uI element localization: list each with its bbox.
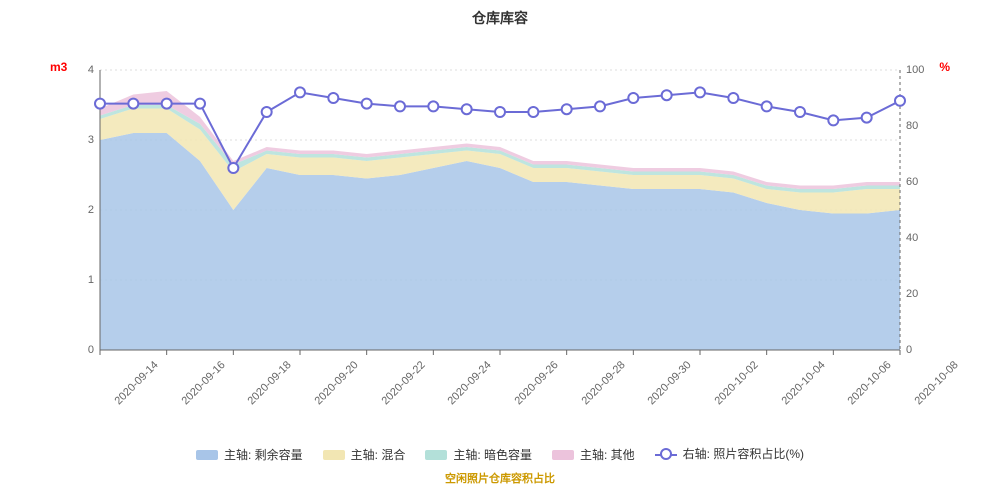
x-tick-label: 2020-09-30 (646, 359, 694, 407)
y-right-tick: 20 (906, 288, 918, 300)
legend-swatch (196, 450, 218, 460)
x-tick-label: 2020-10-06 (846, 359, 894, 407)
x-tick-label: 2020-09-24 (446, 359, 494, 407)
legend-line-swatch (655, 449, 677, 459)
legend-label: 主轴: 暗色容量 (453, 446, 532, 463)
legend-item[interactable]: 主轴: 混合 (323, 446, 406, 463)
x-tick-label: 2020-10-04 (779, 359, 827, 407)
legend-item[interactable]: 主轴: 剩余容量 (196, 446, 303, 463)
chart-svg (100, 70, 900, 350)
y-left-tick: 4 (88, 64, 94, 76)
y-right-tick: 80 (906, 120, 918, 132)
legend-swatch (552, 450, 574, 460)
y-right-tick: 100 (906, 64, 924, 76)
x-tick-label: 2020-09-14 (112, 359, 160, 407)
x-tick-label: 2020-09-28 (579, 359, 627, 407)
legend-label: 主轴: 其他 (580, 446, 635, 463)
y-right-tick: 40 (906, 232, 918, 244)
x-axis-labels: 2020-09-14 2020-09-16 2020-09-18 2020-09-20… (100, 355, 900, 435)
x-tick-label: 2020-09-26 (512, 359, 560, 407)
legend-swatch (323, 450, 345, 460)
legend-label: 主轴: 剩余容量 (224, 446, 303, 463)
x-tick-label: 2020-09-18 (246, 359, 294, 407)
y-left-tick: 3 (88, 134, 94, 146)
legend-label: 主轴: 混合 (351, 446, 406, 463)
chart-title: 仓库库容 (0, 8, 1000, 28)
y-left-tick: 1 (88, 274, 94, 286)
legend-item[interactable]: 右轴: 照片容积占比(%) (655, 445, 804, 462)
y-left-tick: 0 (88, 344, 94, 356)
x-tick-label: 2020-10-02 (712, 359, 760, 407)
legend-item[interactable]: 主轴: 其他 (552, 446, 635, 463)
chart-plot (100, 70, 900, 350)
y-right-tick: 0 (906, 344, 912, 356)
y-right-label: % (939, 60, 950, 74)
y-left-label: m3 (50, 60, 67, 74)
y-left-tick: 2 (88, 204, 94, 216)
x-tick-label: 2020-09-20 (312, 359, 360, 407)
x-tick-label: 2020-10-08 (912, 359, 960, 407)
legend-item[interactable]: 主轴: 暗色容量 (425, 446, 532, 463)
legend-label: 右轴: 照片容积占比(%) (683, 445, 804, 462)
x-tick-label: 2020-09-16 (179, 359, 227, 407)
chart-subtitle: 空闲照片仓库容积占比 (0, 470, 1000, 486)
legend-swatch (425, 450, 447, 460)
y-right-tick: 60 (906, 176, 918, 188)
x-tick-label: 2020-09-22 (379, 359, 427, 407)
chart-legend: 主轴: 剩余容量 主轴: 混合 主轴: 暗色容量 主轴: 其他 右轴: 照片容积占比(%… (0, 445, 1000, 463)
